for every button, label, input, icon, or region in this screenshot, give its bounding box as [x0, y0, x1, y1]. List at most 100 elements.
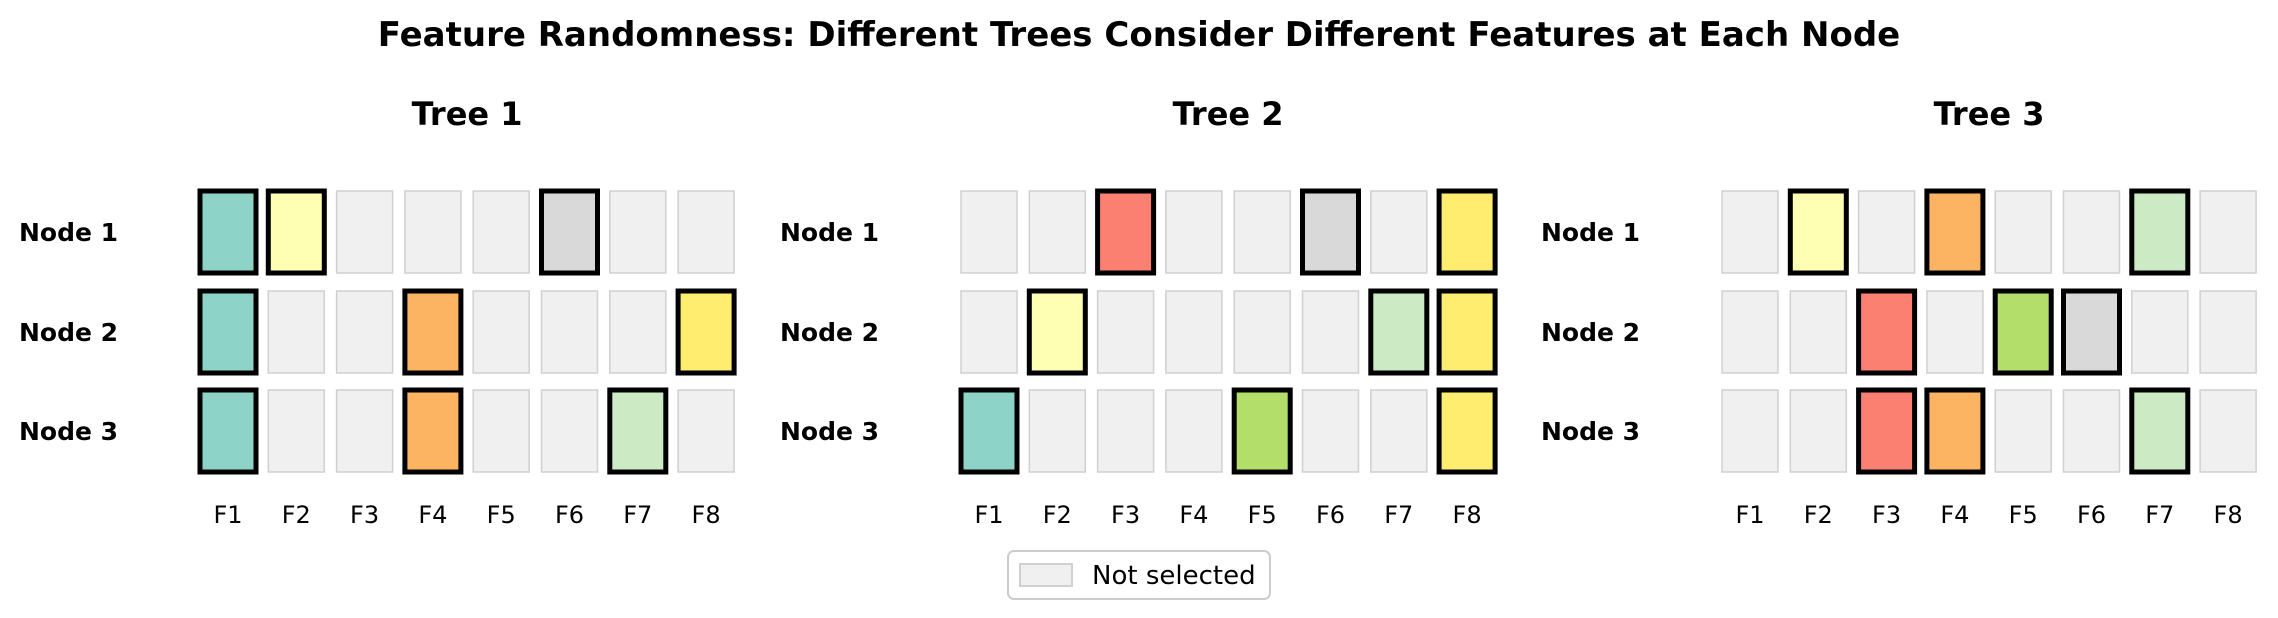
feature-cell-unselected — [1721, 389, 1779, 473]
feature-cell-unselected — [677, 389, 735, 473]
feature-cell-selected — [2129, 188, 2191, 276]
feature-cell-unselected — [2199, 290, 2257, 374]
feature-cell-selected — [197, 288, 259, 376]
feature-cell-selected — [607, 387, 669, 475]
feature-cell-unselected — [1096, 389, 1155, 473]
feature-cell-selected — [197, 387, 259, 475]
feature-label: F3 — [350, 501, 379, 529]
feature-cell-selected — [1300, 188, 1361, 276]
feature-label: F1 — [213, 501, 242, 529]
feature-cell-unselected — [1096, 290, 1155, 374]
feature-cell-selected — [197, 188, 259, 276]
feature-label: F5 — [2009, 501, 2038, 529]
feature-label: F6 — [1316, 501, 1345, 529]
tree-panel-1: Tree 1 Node 1 Node 2 Node 3 F1 F2 F3 F4 F5 F6 F7 F8 — [19, 95, 737, 529]
legend-label-not-selected: Not selected — [1092, 561, 1256, 591]
node-label: Node 1 — [1541, 218, 1640, 247]
feature-cell-selected — [1924, 387, 1986, 475]
tree-title: Tree 3 — [1934, 95, 2045, 133]
feature-cell-unselected — [2131, 290, 2189, 374]
feature-cell-selected — [1095, 188, 1157, 276]
feature-cell-unselected — [472, 389, 530, 473]
feature-label: F2 — [282, 501, 311, 529]
feature-cell-unselected — [1926, 290, 1984, 374]
feature-cell-selected — [1992, 288, 2054, 376]
feature-label: F7 — [623, 501, 652, 529]
feature-label: F7 — [1384, 501, 1413, 529]
feature-label: F2 — [1043, 501, 1072, 529]
feature-label: F5 — [487, 501, 516, 529]
feature-cell-selected — [958, 387, 1020, 475]
feature-label: F3 — [1872, 501, 1901, 529]
feature-cell-unselected — [540, 389, 599, 473]
figure-title: Feature Randomness: Different Trees Cons… — [378, 15, 1900, 55]
feature-cell-unselected — [1721, 190, 1779, 274]
feature-label: F6 — [2077, 501, 2106, 529]
node-label: Node 3 — [780, 417, 879, 446]
feature-cell-selected — [1856, 387, 1918, 475]
feature-cell-unselected — [267, 290, 326, 374]
feature-cell-unselected — [335, 190, 394, 274]
feature-cell-unselected — [335, 389, 394, 473]
feature-label: F4 — [1179, 501, 1208, 529]
feature-cell-unselected — [472, 290, 530, 374]
feature-cell-selected — [1787, 188, 1849, 276]
feature-cell-unselected — [1028, 389, 1087, 473]
feature-cell-unselected — [404, 190, 462, 274]
feature-cell-unselected — [1994, 190, 2052, 274]
feature-label: F3 — [1111, 501, 1140, 529]
node-label: Node 3 — [1541, 417, 1640, 446]
feature-cell-unselected — [960, 290, 1018, 374]
feature-cell-selected — [1436, 387, 1498, 475]
node-label: Node 1 — [780, 218, 879, 247]
feature-cell-selected — [1436, 288, 1498, 376]
feature-cell-selected — [1231, 387, 1293, 475]
feature-cell-unselected — [1233, 190, 1291, 274]
node-label: Node 1 — [19, 218, 118, 247]
feature-cell-unselected — [2062, 190, 2121, 274]
feature-label: F4 — [418, 501, 447, 529]
feature-cell-unselected — [609, 190, 667, 274]
feature-cell-unselected — [335, 290, 394, 374]
feature-cell-unselected — [1301, 290, 1360, 374]
feature-cell-unselected — [1721, 290, 1779, 374]
feature-cell-unselected — [1233, 290, 1291, 374]
feature-cell-selected — [402, 387, 464, 475]
feature-label: F6 — [555, 501, 584, 529]
feature-cell-selected — [1924, 188, 1986, 276]
feature-cell-unselected — [677, 190, 735, 274]
feature-label: F2 — [1804, 501, 1833, 529]
node-label: Node 3 — [19, 417, 118, 446]
feature-cell-selected — [402, 288, 464, 376]
feature-label: F8 — [692, 501, 721, 529]
feature-cell-selected — [1026, 288, 1088, 376]
feature-label: F7 — [2145, 501, 2174, 529]
feature-cell-selected — [2129, 387, 2191, 475]
node-label: Node 2 — [780, 318, 879, 347]
feature-cell-selected — [1368, 288, 1430, 376]
feature-cell-unselected — [540, 290, 599, 374]
tree-panel-3: Tree 3 Node 1 Node 2 Node 3 F1 F2 F3 F4 F5 F6 F7 F8 — [1541, 95, 2257, 529]
feature-cell-unselected — [267, 389, 326, 473]
feature-cell-selected — [265, 188, 327, 276]
legend-frame — [1007, 550, 1271, 600]
feature-cell-unselected — [609, 290, 667, 374]
feature-cell-unselected — [960, 190, 1018, 274]
feature-cell-selected — [539, 188, 600, 276]
tree-title: Tree 2 — [1173, 95, 1284, 133]
feature-cell-selected — [1436, 188, 1498, 276]
feature-cell-unselected — [1370, 190, 1428, 274]
legend-swatch-not-selected — [1019, 563, 1073, 587]
feature-label: F1 — [1735, 501, 1764, 529]
feature-cell-unselected — [1165, 290, 1223, 374]
feature-label: F8 — [1453, 501, 1482, 529]
feature-cell-unselected — [2062, 389, 2121, 473]
feature-cell-unselected — [1789, 389, 1848, 473]
feature-cell-unselected — [1857, 190, 1916, 274]
node-label: Node 2 — [19, 318, 118, 347]
feature-label: F4 — [1940, 501, 1969, 529]
feature-cell-unselected — [472, 190, 530, 274]
legend: Not selected — [1007, 550, 1271, 600]
feature-cell-selected — [2061, 288, 2122, 376]
